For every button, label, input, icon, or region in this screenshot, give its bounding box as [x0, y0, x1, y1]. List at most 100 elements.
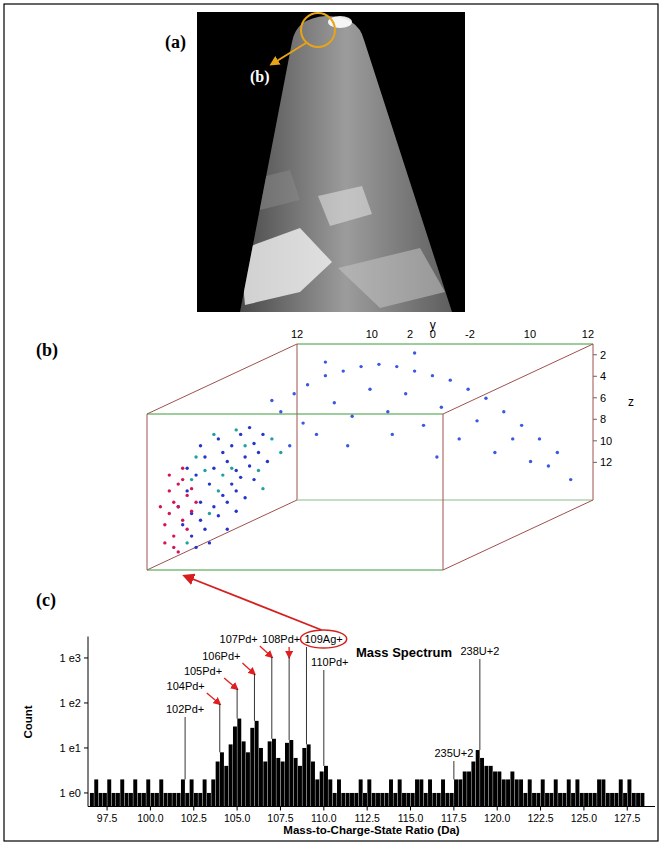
point [203, 528, 206, 531]
tick [237, 807, 238, 811]
bar [168, 793, 172, 807]
tick [583, 807, 584, 811]
point [235, 489, 238, 492]
bar [454, 779, 458, 806]
point [208, 482, 211, 485]
bar [489, 766, 493, 807]
annotation: 109Ag+ [304, 633, 342, 645]
tick-label: 10 [600, 435, 612, 447]
bar [593, 793, 597, 807]
annotation-arrow [260, 646, 272, 657]
point [324, 360, 327, 363]
bar [450, 793, 454, 807]
point [431, 374, 434, 377]
bar [164, 793, 168, 807]
point [199, 501, 202, 504]
point [235, 510, 238, 513]
bar [159, 779, 163, 806]
point [569, 478, 572, 481]
tick-label: 125.0 [571, 812, 597, 824]
tick-label: 12 [291, 328, 303, 340]
point [177, 482, 180, 485]
bar [601, 779, 605, 806]
bar [367, 779, 371, 806]
point [163, 523, 166, 526]
point [368, 388, 371, 391]
bar [445, 793, 449, 807]
box-edge [147, 414, 443, 415]
bar [289, 740, 293, 806]
bar [242, 741, 246, 806]
tick [540, 807, 541, 811]
annotation-line [271, 657, 272, 739]
point [257, 469, 260, 472]
bar [632, 793, 636, 807]
bar [549, 793, 553, 807]
box-edge [147, 344, 297, 414]
point [449, 378, 452, 381]
point [404, 392, 407, 395]
bar [337, 779, 341, 806]
point [235, 469, 238, 472]
point [239, 476, 242, 479]
bar [224, 766, 228, 807]
point [292, 392, 295, 395]
bar [363, 793, 367, 807]
point [212, 467, 215, 470]
point [172, 534, 175, 537]
panel-label: (c) [36, 590, 56, 611]
tick [84, 657, 88, 658]
point [270, 437, 273, 440]
point [252, 478, 255, 481]
bar [497, 771, 501, 806]
point [248, 426, 251, 429]
point [203, 455, 206, 458]
points [159, 351, 573, 553]
point [168, 489, 171, 492]
bar [138, 793, 142, 807]
box-edge [297, 344, 593, 345]
bar [172, 793, 176, 807]
bar [307, 744, 311, 806]
point [230, 467, 233, 470]
panel-b: 121020-21012y24681012z [147, 318, 634, 570]
tick-label: 1 e0 [60, 787, 81, 799]
point [324, 374, 327, 377]
tick-label: 10 [524, 328, 536, 340]
point [243, 455, 246, 458]
bar [350, 793, 354, 807]
bar [216, 762, 220, 807]
point [502, 410, 505, 413]
point [529, 460, 532, 463]
tick-label: 115.0 [398, 812, 424, 824]
tick-label: 100.0 [137, 812, 163, 824]
bar [120, 779, 124, 806]
point [190, 487, 193, 490]
point [386, 410, 389, 413]
tick [593, 462, 597, 463]
bar [281, 762, 285, 807]
point [333, 401, 336, 404]
y-axis-line [88, 637, 89, 807]
bar [467, 771, 471, 806]
annotation: 108Pd+ [262, 633, 300, 645]
tip-facets [240, 170, 445, 308]
tick-label: 102.5 [181, 812, 207, 824]
x-axis-line [88, 806, 655, 807]
box-edge [147, 414, 148, 570]
point [288, 444, 291, 447]
point [520, 424, 523, 427]
bar [406, 793, 410, 807]
bar [614, 793, 618, 807]
tick [150, 807, 151, 811]
point [435, 455, 438, 458]
tick-label: -2 [465, 328, 475, 340]
bar [359, 779, 363, 806]
bar [354, 793, 358, 807]
bar [125, 793, 129, 807]
point [306, 383, 309, 386]
bar [627, 779, 631, 806]
box-edge [593, 344, 594, 500]
point [243, 444, 246, 447]
point [177, 505, 180, 508]
